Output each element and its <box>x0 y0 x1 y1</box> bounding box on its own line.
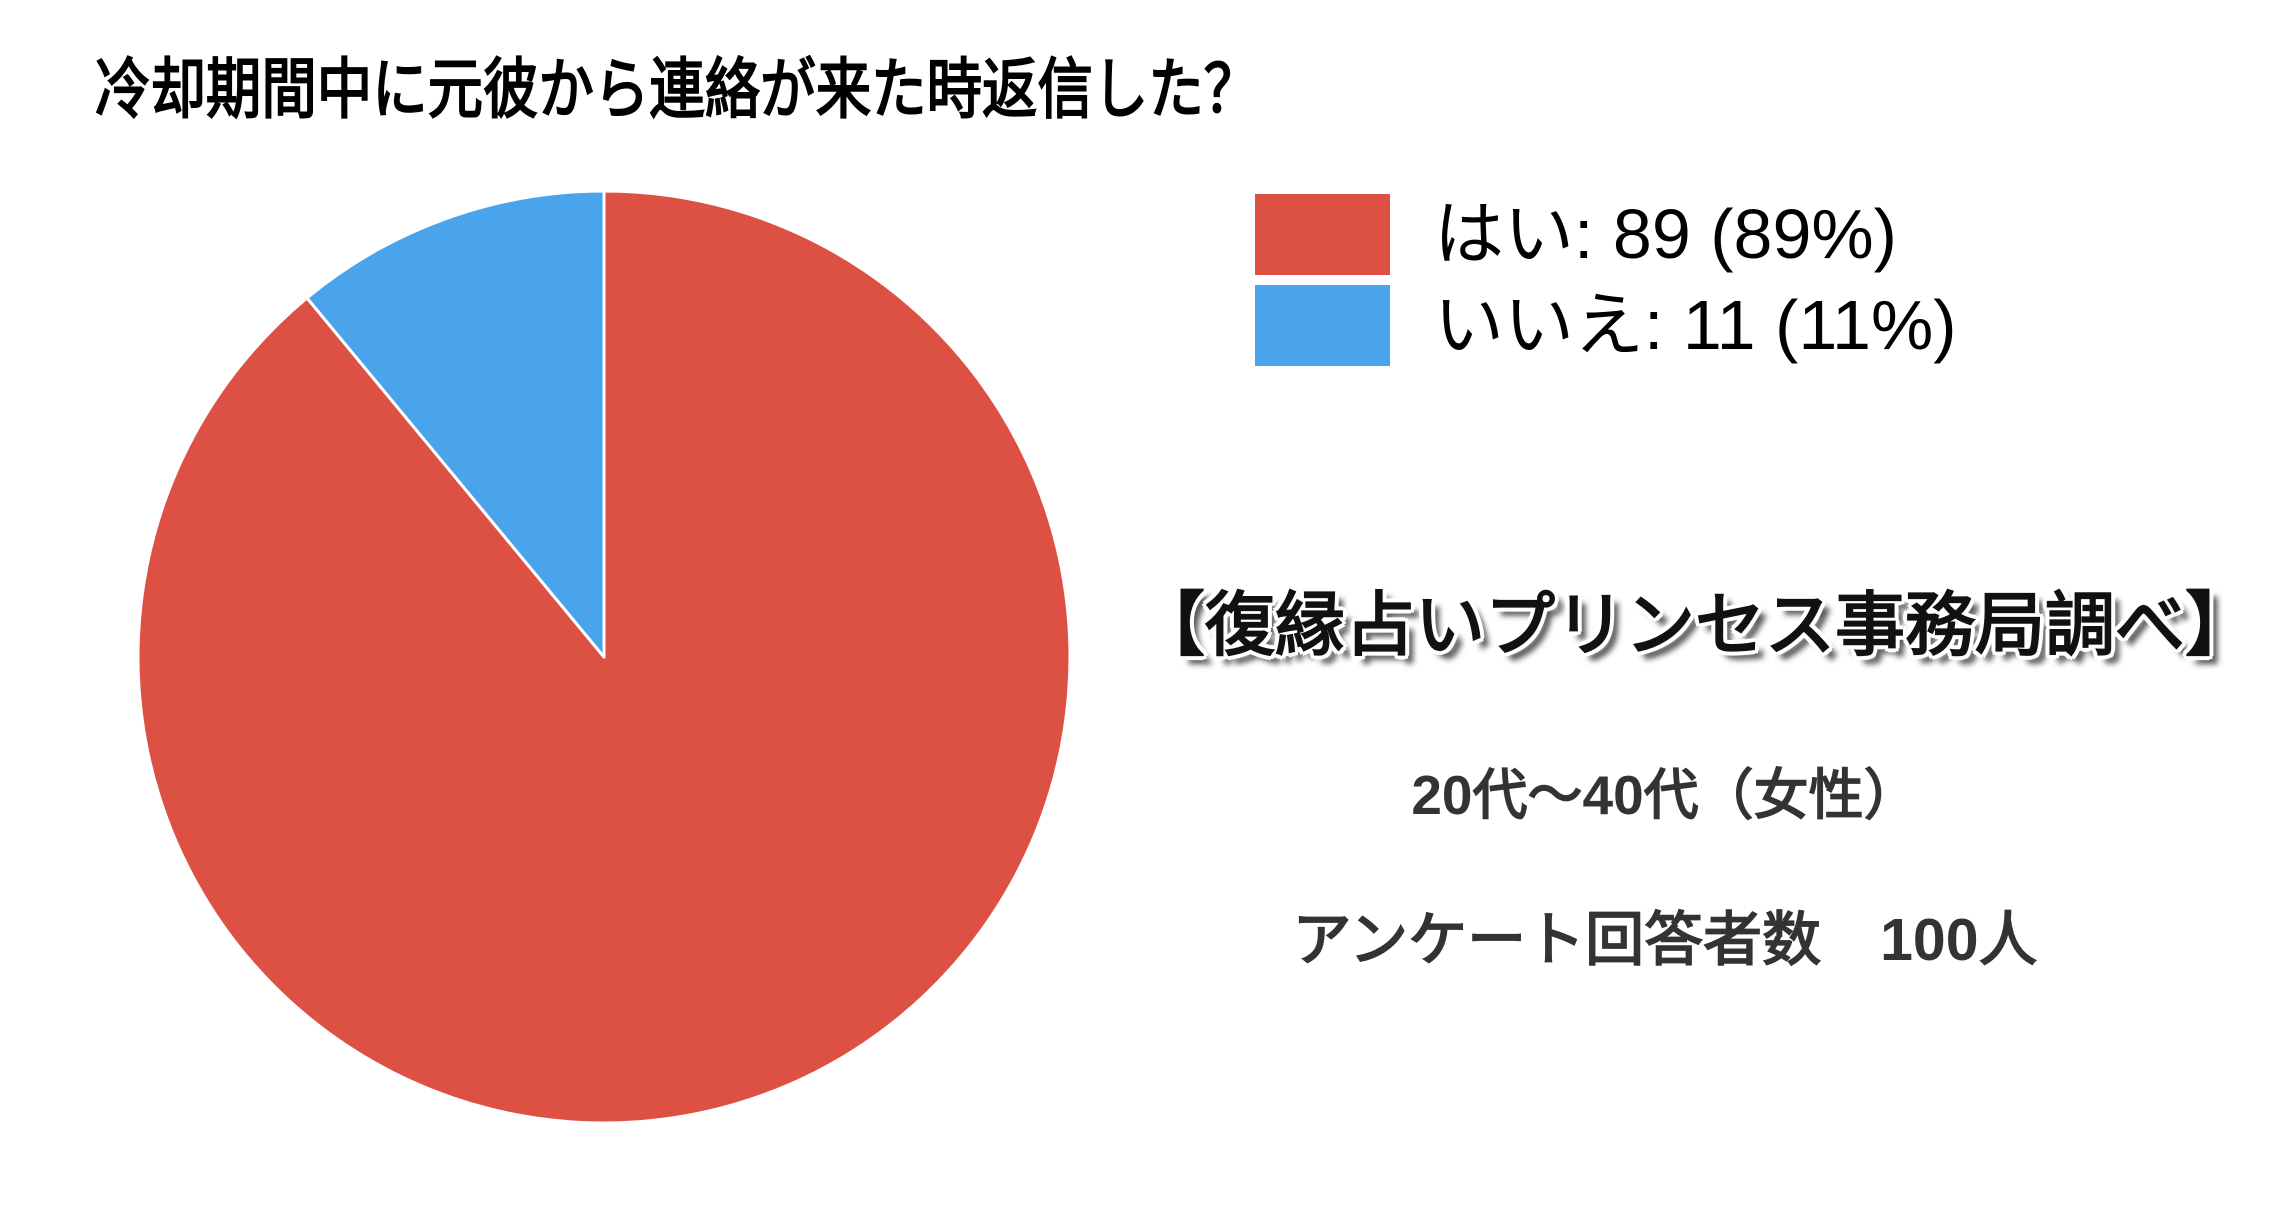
legend-label-no: いいえ: 11 (11%) <box>1434 286 1957 364</box>
demographic-note: 20代〜40代（女性） <box>1411 764 1919 826</box>
pie-chart <box>136 189 1072 1125</box>
legend-item-no: いいえ: 11 (11%) <box>1255 285 1957 366</box>
chart-title: 冷却期間中に元彼から連絡が来た時返信した？ <box>95 52 1260 126</box>
respondents-note: アンケート回答者数 100人 <box>1292 907 2038 973</box>
pie-slice-no <box>305 189 606 659</box>
legend-label-yes: はい: 89 (89%) <box>1434 195 1897 273</box>
pie-slice-yes <box>136 189 1072 1125</box>
legend-swatch-yes <box>1255 194 1390 275</box>
legend-swatch-no <box>1255 285 1390 366</box>
legend: はい: 89 (89%) いいえ: 11 (11%) <box>1255 194 1957 366</box>
source-note: 【復縁占いプリンセス事務局調べ】 <box>1135 586 2255 664</box>
legend-item-yes: はい: 89 (89%) <box>1255 194 1957 275</box>
